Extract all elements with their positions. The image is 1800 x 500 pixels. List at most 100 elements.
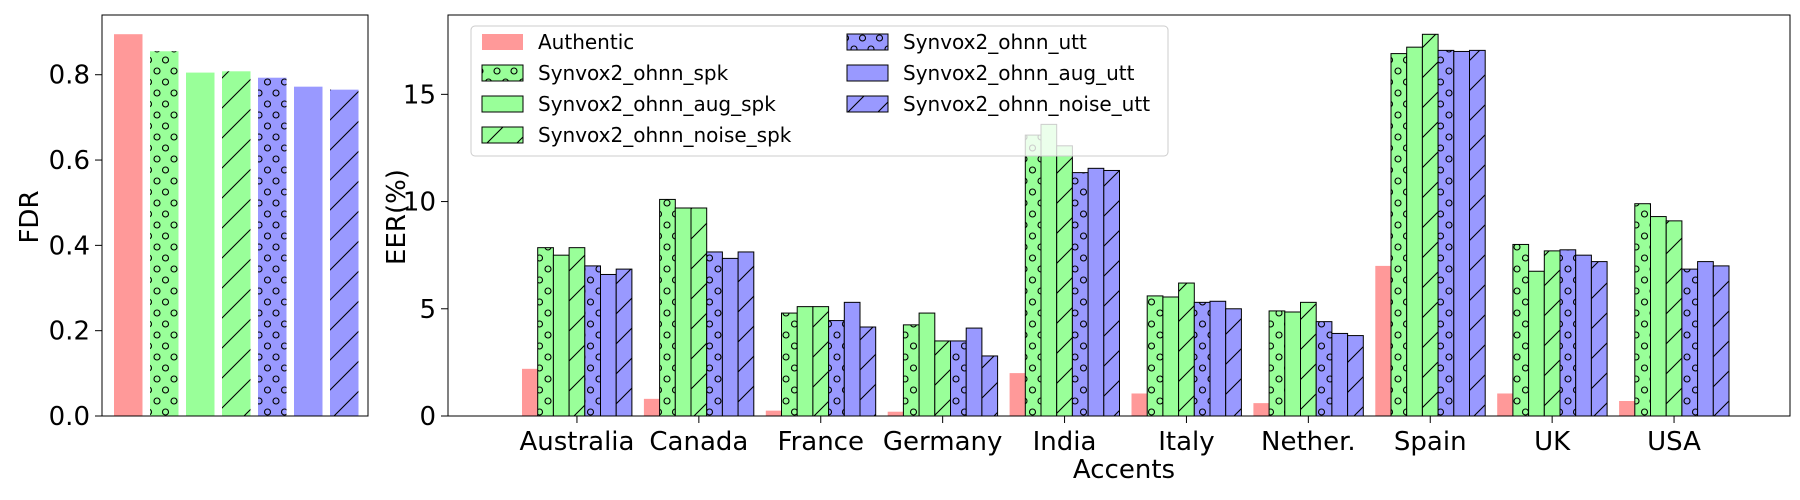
eer-bar-canada-synvox2-ohnn-aug-utt bbox=[722, 258, 738, 416]
eer-bar-nether-synvox2-ohnn-utt bbox=[1316, 322, 1332, 416]
eer-bar-canada-synvox2-ohnn-utt bbox=[707, 252, 723, 416]
legend-label-synvox2-ohnn-noise-spk: Synvox2_ohnn_noise_spk bbox=[538, 123, 792, 147]
eer-bar-spain-synvox2-ohnn-noise-utt bbox=[1470, 50, 1486, 416]
eer-bar-uk-synvox2-ohnn-aug-utt bbox=[1576, 255, 1592, 416]
eer-bar-canada-authentic bbox=[644, 399, 660, 416]
eer-x-tick-label-uk: UK bbox=[1534, 427, 1571, 457]
eer-bar-india-synvox2-ohnn-utt bbox=[1072, 173, 1088, 416]
eer-bar-france-authentic bbox=[766, 411, 782, 416]
eer-bar-spain-authentic bbox=[1375, 266, 1391, 416]
fdr-bar-synvox2-ohnn-spk bbox=[150, 51, 179, 416]
eer-bar-italy-synvox2-ohnn-noise-utt bbox=[1226, 309, 1242, 416]
legend-label-synvox2-ohnn-aug-spk: Synvox2_ohnn_aug_spk bbox=[538, 92, 776, 116]
eer-x-axis-label: Accents bbox=[1073, 455, 1175, 485]
fdr-y-axis-label: FDR bbox=[15, 190, 45, 243]
eer-bar-italy-synvox2-ohnn-utt bbox=[1194, 302, 1210, 416]
legend-item-synvox2-ohnn-spk: Synvox2_ohnn_spk bbox=[482, 61, 729, 85]
eer-x-tick-label-usa: USA bbox=[1647, 427, 1701, 457]
eer-x-tick-label-france: France bbox=[778, 427, 864, 457]
eer-bar-canada-synvox2-ohnn-noise-spk bbox=[691, 208, 707, 416]
fdr-y-tick-label: 0.2 bbox=[49, 317, 90, 347]
eer-bar-australia-synvox2-ohnn-aug-spk bbox=[553, 255, 569, 416]
legend-swatch-synvox2-ohnn-utt bbox=[847, 34, 888, 50]
eer-bar-usa-synvox2-ohnn-aug-spk bbox=[1651, 217, 1667, 416]
eer-bar-usa-synvox2-ohnn-spk bbox=[1635, 204, 1651, 416]
eer-bar-germany-synvox2-ohnn-utt bbox=[951, 341, 967, 416]
eer-bar-usa-synvox2-ohnn-aug-utt bbox=[1698, 262, 1714, 416]
eer-bar-spain-synvox2-ohnn-noise-spk bbox=[1422, 34, 1438, 416]
legend-label-synvox2-ohnn-spk: Synvox2_ohnn_spk bbox=[538, 61, 729, 85]
eer-bar-france-synvox2-ohnn-aug-utt bbox=[844, 302, 860, 416]
eer-bar-germany-authentic bbox=[888, 412, 904, 416]
eer-bar-australia-synvox2-ohnn-noise-utt bbox=[616, 269, 632, 416]
eer-bar-usa-synvox2-ohnn-noise-utt bbox=[1713, 266, 1729, 416]
eer-x-tick-label-germany: Germany bbox=[883, 427, 1003, 457]
fdr-y-tick-label: 0.0 bbox=[49, 402, 90, 432]
eer-bar-france-synvox2-ohnn-aug-spk bbox=[797, 307, 813, 416]
eer-bar-australia-synvox2-ohnn-spk bbox=[538, 248, 554, 416]
eer-bar-usa-synvox2-ohnn-utt bbox=[1682, 269, 1698, 416]
eer-bar-india-synvox2-ohnn-noise-spk bbox=[1057, 146, 1073, 416]
eer-bar-nether-synvox2-ohnn-aug-spk bbox=[1285, 312, 1301, 416]
legend-swatch-synvox2-ohnn-noise-spk bbox=[482, 127, 523, 143]
eer-y-tick-label: 0 bbox=[419, 402, 436, 432]
eer-x-tick-label-nether: Nether. bbox=[1261, 427, 1356, 457]
eer-bar-canada-synvox2-ohnn-spk bbox=[660, 199, 676, 416]
eer-bar-germany-synvox2-ohnn-aug-utt bbox=[966, 328, 982, 416]
eer-bar-germany-synvox2-ohnn-spk bbox=[903, 325, 919, 416]
eer-bar-india-synvox2-ohnn-noise-utt bbox=[1104, 170, 1120, 416]
fdr-y-tick-label: 0.4 bbox=[49, 231, 90, 261]
eer-bar-india-synvox2-ohnn-aug-utt bbox=[1088, 168, 1104, 416]
eer-bar-uk-synvox2-ohnn-aug-spk bbox=[1529, 271, 1545, 416]
eer-bar-germany-synvox2-ohnn-noise-utt bbox=[982, 356, 998, 416]
eer-bar-australia-synvox2-ohnn-noise-spk bbox=[569, 248, 585, 416]
eer-x-tick-label-canada: Canada bbox=[649, 427, 748, 457]
eer-y-tick-label: 15 bbox=[403, 80, 436, 110]
legend-swatch-synvox2-ohnn-spk bbox=[482, 65, 523, 81]
eer-x-tick-label-australia: Australia bbox=[519, 427, 634, 457]
legend-label-authentic: Authentic bbox=[538, 30, 634, 54]
eer-bar-nether-synvox2-ohnn-aug-utt bbox=[1332, 333, 1348, 416]
eer-x-tick-label-italy: Italy bbox=[1158, 427, 1214, 457]
eer-bar-india-synvox2-ohnn-aug-spk bbox=[1041, 124, 1057, 416]
eer-bar-uk-synvox2-ohnn-noise-spk bbox=[1544, 251, 1560, 416]
eer-bar-usa-synvox2-ohnn-noise-spk bbox=[1666, 221, 1682, 416]
eer-bar-uk-synvox2-ohnn-noise-utt bbox=[1591, 262, 1607, 416]
eer-y-tick-label: 5 bbox=[419, 295, 436, 325]
eer-bar-australia-synvox2-ohnn-utt bbox=[585, 266, 601, 416]
legend-label-synvox2-ohnn-aug-utt: Synvox2_ohnn_aug_utt bbox=[903, 61, 1135, 85]
legend-swatch-synvox2-ohnn-aug-spk bbox=[482, 96, 523, 112]
eer-x-tick-label-india: India bbox=[1033, 427, 1097, 457]
eer-bar-italy-synvox2-ohnn-noise-spk bbox=[1179, 283, 1195, 416]
eer-bar-italy-synvox2-ohnn-aug-utt bbox=[1210, 301, 1226, 416]
legend-item-synvox2-ohnn-utt: Synvox2_ohnn_utt bbox=[847, 30, 1087, 54]
legend-swatch-synvox2-ohnn-noise-utt bbox=[847, 96, 888, 112]
eer-bar-uk-authentic bbox=[1497, 393, 1513, 416]
fdr-bars bbox=[114, 34, 359, 416]
eer-y-axis-label: EER(%) bbox=[382, 169, 412, 265]
eer-bar-uk-synvox2-ohnn-utt bbox=[1560, 250, 1576, 416]
eer-bar-usa-authentic bbox=[1619, 401, 1635, 416]
eer-x-axis: Australia Canada France Germany India Italy Ne… bbox=[519, 416, 1701, 457]
legend-swatch-synvox2-ohnn-aug-utt bbox=[847, 65, 888, 81]
fdr-bar-synvox2-ohnn-aug-spk bbox=[186, 73, 215, 416]
eer-bar-spain-synvox2-ohnn-utt bbox=[1438, 50, 1454, 416]
eer-bar-nether-synvox2-ohnn-noise-utt bbox=[1348, 336, 1364, 416]
eer-bar-nether-synvox2-ohnn-noise-spk bbox=[1301, 302, 1317, 416]
eer-bar-india-authentic bbox=[1010, 373, 1026, 416]
fdr-bar-synvox2-ohnn-noise-utt bbox=[330, 90, 359, 416]
fdr-bar-synvox2-ohnn-noise-spk bbox=[222, 71, 251, 416]
eer-bar-australia-authentic bbox=[522, 369, 538, 416]
eer-bar-spain-synvox2-ohnn-spk bbox=[1391, 54, 1407, 416]
legend-label-synvox2-ohnn-utt: Synvox2_ohnn_utt bbox=[903, 30, 1087, 54]
eer-panel: 0 5 10 15 Australia Canada France Germany India… bbox=[382, 15, 1790, 485]
eer-bar-australia-synvox2-ohnn-aug-utt bbox=[601, 274, 617, 416]
eer-bar-italy-synvox2-ohnn-spk bbox=[1147, 296, 1163, 416]
eer-bar-france-synvox2-ohnn-utt bbox=[829, 321, 845, 416]
eer-bar-uk-synvox2-ohnn-spk bbox=[1513, 244, 1529, 416]
eer-bar-france-synvox2-ohnn-noise-spk bbox=[813, 307, 829, 416]
fdr-panel: 0.0 0.2 0.4 0.6 0.8 FDR bbox=[15, 15, 368, 432]
eer-bar-canada-synvox2-ohnn-noise-utt bbox=[738, 252, 754, 416]
eer-bar-germany-synvox2-ohnn-noise-spk bbox=[935, 341, 951, 416]
